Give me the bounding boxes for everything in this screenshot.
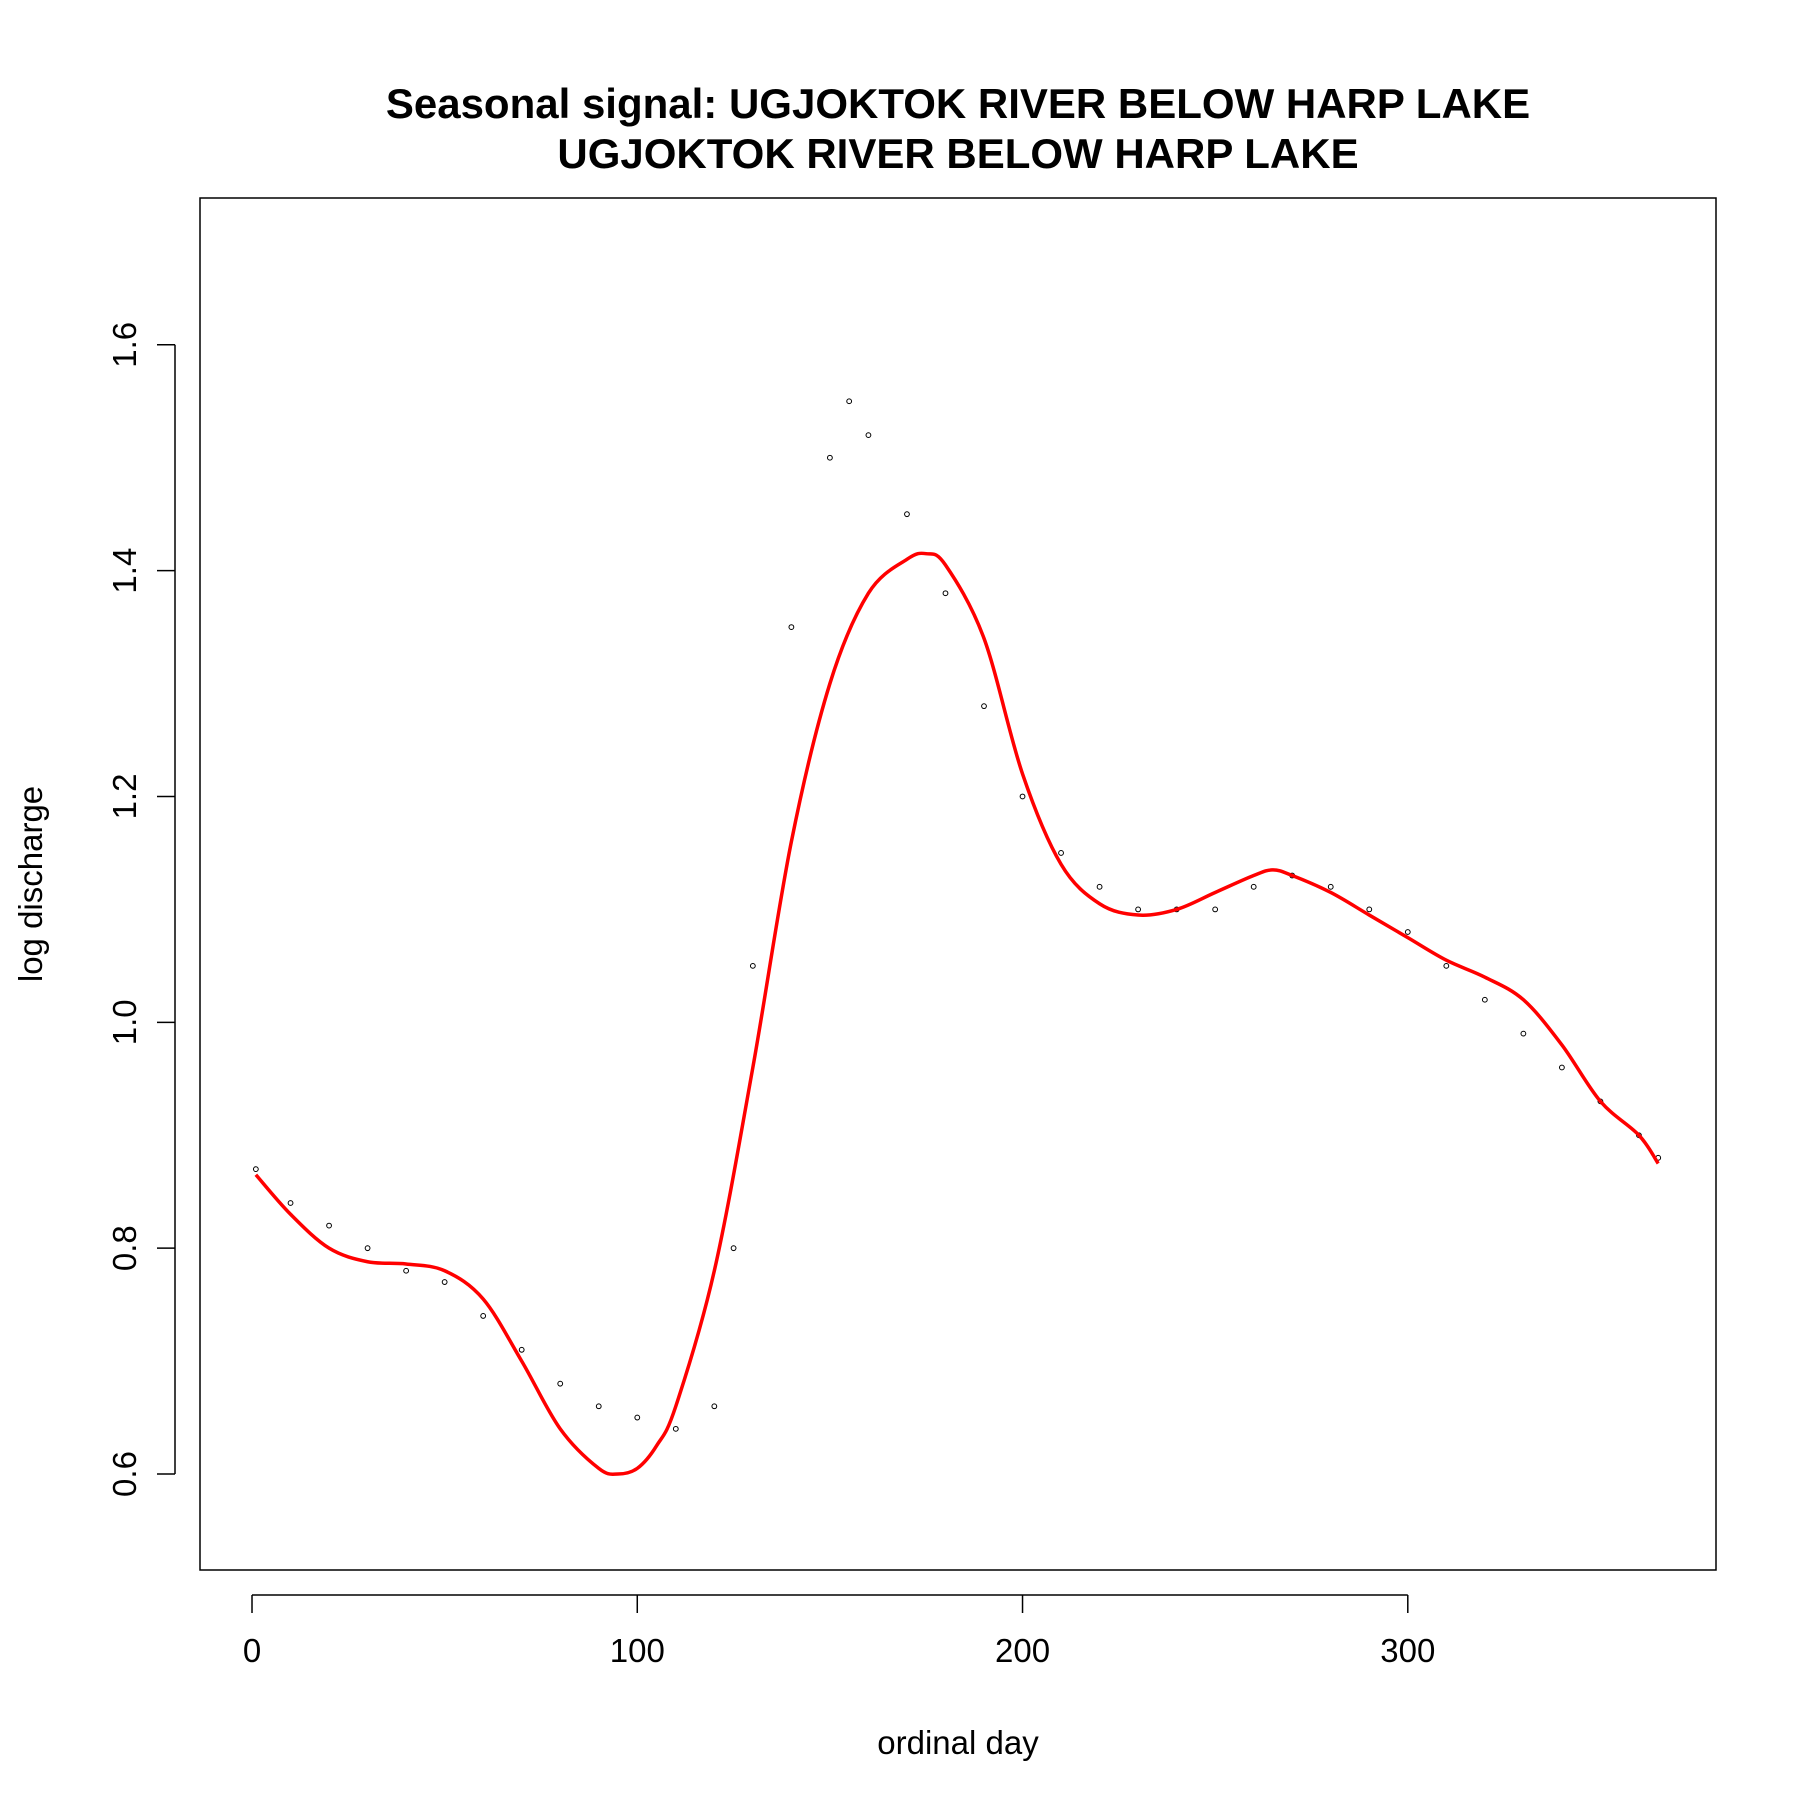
y-tick-label: 1.0 — [106, 999, 143, 1045]
scatter-point — [595, 1403, 602, 1410]
scatter-point — [1327, 883, 1334, 890]
scatter-point — [846, 398, 853, 405]
chart-title-line-1: Seasonal signal: UGJOKTOK RIVER BELOW HA… — [386, 80, 1530, 127]
y-tick-label: 1.4 — [106, 548, 143, 594]
scatter-point — [1096, 883, 1103, 890]
scatter-point — [364, 1245, 371, 1252]
x-tick-label: 300 — [1380, 1632, 1435, 1669]
scatter-point — [1366, 906, 1373, 913]
scatter-point — [1481, 996, 1488, 1003]
scatter-point — [904, 511, 910, 518]
x-tick-label: 100 — [610, 1632, 665, 1669]
y-axis-label: log discharge — [12, 786, 49, 982]
scatter-point — [1520, 1030, 1527, 1037]
chart-title-line-2: UGJOKTOK RIVER BELOW HARP LAKE — [557, 130, 1358, 177]
scatter-point — [865, 432, 872, 439]
smooth-curve-layer — [254, 551, 1660, 1476]
scatter-point — [480, 1313, 487, 1319]
scatter-point — [252, 1166, 259, 1173]
scatter-point — [518, 1346, 525, 1353]
scatter-point — [711, 1403, 718, 1410]
y-tick-label: 1.2 — [106, 774, 143, 820]
scatter-point — [441, 1279, 448, 1285]
x-tick-label: 200 — [995, 1632, 1050, 1669]
y-tick-label: 0.8 — [106, 1225, 143, 1271]
scatter-point — [634, 1414, 641, 1421]
x-axis: 0 100 200 300 — [243, 1594, 1435, 1669]
plot-frame — [199, 197, 1717, 1571]
y-tick-label: 1.6 — [106, 322, 143, 368]
scatter-point — [1212, 906, 1219, 913]
scatter-point — [827, 454, 833, 461]
scatter-point — [942, 590, 949, 597]
scatter-point — [749, 962, 756, 969]
y-tick-label: 0.6 — [106, 1451, 143, 1497]
scatter-point — [326, 1222, 332, 1229]
scatter-point — [287, 1200, 294, 1206]
seasonal-smooth-line — [254, 551, 1660, 1476]
scatter-point — [788, 624, 795, 631]
scatter-point — [981, 703, 987, 710]
x-tick-label: 0 — [243, 1632, 261, 1669]
scatter-point — [1019, 793, 1026, 800]
y-axis: 0.6 0.8 1.0 1.2 1.4 1.6 — [106, 322, 176, 1497]
scatter-point — [403, 1267, 410, 1274]
scatter-point — [1135, 906, 1142, 913]
scatter-point — [730, 1245, 737, 1252]
scatter-point — [1558, 1064, 1565, 1071]
scatter-point — [557, 1380, 564, 1387]
scatter-point — [1058, 850, 1064, 856]
scatter-point — [672, 1425, 679, 1432]
scatter-points-layer — [252, 398, 1662, 1432]
scatter-point — [1250, 883, 1257, 890]
x-axis-label: ordinal day — [877, 1724, 1039, 1761]
scatter-point — [1443, 962, 1450, 969]
scatter-point — [1404, 929, 1411, 935]
